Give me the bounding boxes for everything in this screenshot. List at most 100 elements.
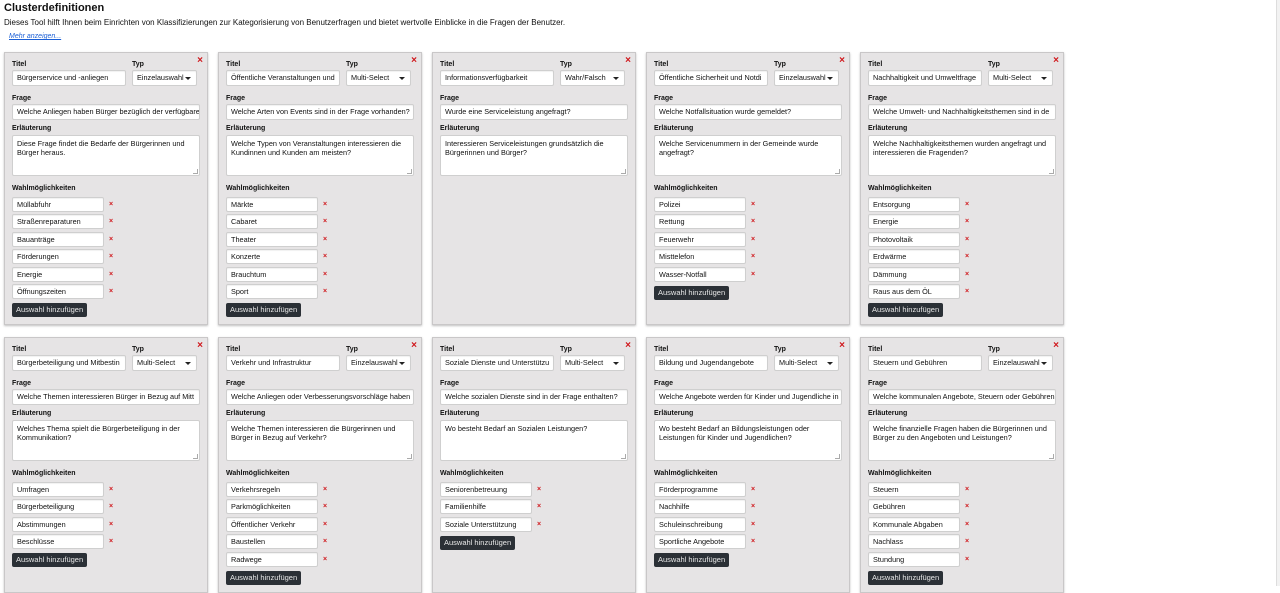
choice-input[interactable]: Gebühren (868, 499, 960, 514)
remove-choice-icon[interactable]: × (109, 503, 114, 510)
remove-choice-icon[interactable]: × (109, 218, 114, 225)
choice-input[interactable]: Förderprogramme (654, 481, 746, 497)
delete-cluster-icon[interactable]: × (197, 340, 203, 351)
remove-choice-icon[interactable]: × (323, 218, 328, 225)
scrollbar[interactable] (1276, 0, 1280, 586)
delete-cluster-icon[interactable]: × (1053, 340, 1059, 351)
resize-handle[interactable] (621, 169, 626, 174)
remove-choice-icon[interactable]: × (109, 288, 114, 295)
explanation-textarea[interactable]: Welche Nachhaltigkeitsthemen wurden ange… (868, 135, 1056, 176)
resize-handle[interactable] (407, 454, 412, 459)
remove-choice-icon[interactable]: × (965, 235, 970, 243)
title-input[interactable]: Bildung und Jugendangebote (654, 355, 768, 371)
remove-choice-icon[interactable]: × (109, 200, 114, 208)
remove-choice-icon[interactable]: × (965, 288, 970, 295)
delete-cluster-icon[interactable]: × (411, 340, 417, 351)
type-select[interactable]: Wahr/Falsch (560, 70, 625, 86)
choice-input[interactable]: Konzerte (226, 249, 318, 264)
question-input[interactable]: Welche Anliegen oder Verbesserungsvorsch… (226, 389, 414, 405)
type-select[interactable]: Multi-Select (774, 355, 839, 371)
choice-input[interactable]: Energie (868, 214, 960, 229)
remove-choice-icon[interactable]: × (323, 288, 328, 295)
remove-choice-icon[interactable]: × (965, 270, 970, 278)
remove-choice-icon[interactable]: × (751, 485, 756, 493)
add-choice-button[interactable]: Auswahl hinzufügen (12, 553, 88, 567)
choice-input[interactable]: Steuern (868, 481, 960, 497)
title-input[interactable]: Informationsverfügbarkeit (440, 70, 554, 86)
choice-input[interactable]: Polizei (654, 196, 746, 212)
choice-input[interactable]: Bürgerbeteiligung (12, 499, 104, 514)
question-input[interactable]: Wurde eine Serviceleistung angefragt? (440, 104, 628, 120)
choice-input[interactable]: Müllabfuhr (12, 196, 104, 212)
remove-choice-icon[interactable]: × (323, 235, 328, 243)
delete-cluster-icon[interactable]: × (625, 55, 631, 66)
remove-choice-icon[interactable]: × (751, 270, 756, 278)
choice-input[interactable]: Abstimmungen (12, 516, 104, 532)
question-input[interactable]: Welche Angebote werden für Kinder und Ju… (654, 389, 842, 405)
remove-choice-icon[interactable]: × (109, 253, 114, 260)
question-input[interactable]: Welche Arten von Events sind in der Frag… (226, 104, 414, 120)
question-input[interactable]: Welche Umwelt- und Nachhaltigkeitsthemen… (868, 104, 1056, 120)
explanation-textarea[interactable]: Welches Thema spielt die Bürgerbeteiligu… (12, 420, 200, 461)
remove-choice-icon[interactable]: × (751, 520, 756, 528)
choice-input[interactable]: Sportliche Angebote (654, 534, 746, 549)
remove-choice-icon[interactable]: × (965, 200, 970, 208)
remove-choice-icon[interactable]: × (965, 503, 970, 510)
choice-input[interactable]: Förderungen (12, 249, 104, 264)
delete-cluster-icon[interactable]: × (625, 340, 631, 351)
delete-cluster-icon[interactable]: × (197, 55, 203, 66)
remove-choice-icon[interactable]: × (537, 485, 542, 493)
resize-handle[interactable] (193, 454, 198, 459)
choice-input[interactable]: Kommunale Abgaben (868, 516, 960, 532)
explanation-textarea[interactable]: Welche finanzielle Fragen haben die Bürg… (868, 420, 1056, 461)
remove-choice-icon[interactable]: × (751, 200, 756, 208)
remove-choice-icon[interactable]: × (965, 218, 970, 225)
explanation-textarea[interactable]: Wo besteht Bedarf an Sozialen Leistungen… (440, 420, 628, 461)
delete-cluster-icon[interactable]: × (411, 55, 417, 66)
add-choice-button[interactable]: Auswahl hinzufügen (226, 303, 302, 317)
remove-choice-icon[interactable]: × (323, 503, 328, 510)
add-choice-button[interactable]: Auswahl hinzufügen (868, 570, 944, 585)
choice-input[interactable]: Erdwärme (868, 249, 960, 264)
type-select[interactable]: Einzelauswahl (346, 355, 411, 371)
type-select[interactable]: Multi-Select (346, 70, 411, 86)
question-input[interactable]: Welche Themen interessieren Bürger in Be… (12, 389, 200, 405)
choice-input[interactable]: Raus aus dem ÖL (868, 284, 960, 299)
type-select[interactable]: Multi-Select (132, 355, 197, 371)
choice-input[interactable]: Verkehrsregeln (226, 481, 318, 497)
choice-input[interactable]: Brauchtum (226, 266, 318, 282)
remove-choice-icon[interactable]: × (323, 253, 328, 260)
choice-input[interactable]: Stundung (868, 551, 960, 567)
delete-cluster-icon[interactable]: × (839, 55, 845, 66)
remove-choice-icon[interactable]: × (965, 555, 970, 563)
choice-input[interactable]: Öffentlicher Verkehr (226, 516, 318, 532)
remove-choice-icon[interactable]: × (323, 270, 328, 278)
remove-choice-icon[interactable]: × (323, 555, 328, 563)
remove-choice-icon[interactable]: × (965, 485, 970, 493)
choice-input[interactable]: Straßenreparaturen (12, 214, 104, 229)
choice-input[interactable]: Sport (226, 284, 318, 299)
resize-handle[interactable] (621, 454, 626, 459)
remove-choice-icon[interactable]: × (965, 538, 970, 545)
choice-input[interactable]: Entsorgung (868, 196, 960, 212)
remove-choice-icon[interactable]: × (109, 485, 114, 493)
remove-choice-icon[interactable]: × (751, 538, 756, 545)
title-input[interactable]: Soziale Dienste und Unterstützu (440, 355, 554, 371)
title-input[interactable]: Öffentliche Sicherheit und Notdi (654, 70, 768, 86)
remove-choice-icon[interactable]: × (109, 538, 114, 545)
resize-handle[interactable] (407, 169, 412, 174)
explanation-textarea[interactable]: Diese Frage findet die Bedarfe der Bürge… (12, 135, 200, 176)
add-choice-button[interactable]: Auswahl hinzufügen (12, 303, 88, 317)
add-choice-button[interactable]: Auswahl hinzufügen (654, 285, 730, 300)
add-choice-button[interactable]: Auswahl hinzufügen (440, 535, 516, 550)
question-input[interactable]: Welche Notfallsituation wurde gemeldet? (654, 104, 842, 120)
choice-input[interactable]: Parkmöglichkeiten (226, 499, 318, 514)
explanation-textarea[interactable]: Welche Servicenummern in der Gemeinde wu… (654, 135, 842, 176)
remove-choice-icon[interactable]: × (751, 235, 756, 243)
choice-input[interactable]: Öffnungszeiten (12, 284, 104, 299)
choice-input[interactable]: Nachlass (868, 534, 960, 549)
remove-choice-icon[interactable]: × (323, 520, 328, 528)
choice-input[interactable]: Misttelefon (654, 249, 746, 264)
choice-input[interactable]: Wasser-Notfall (654, 266, 746, 282)
choice-input[interactable]: Radwege (226, 551, 318, 567)
